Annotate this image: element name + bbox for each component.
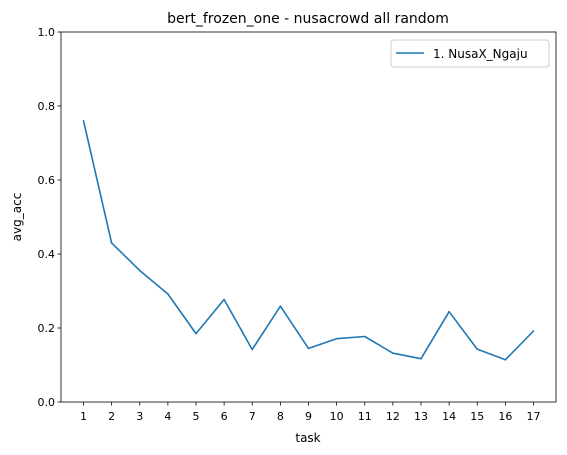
plot-frame [60,31,557,403]
data-point [139,269,141,272]
x-tick-label: 16 [498,410,512,423]
x-tick-label: 14 [442,410,456,423]
y-axis-ticks: 0.0 0.2 0.4 0.6 0.8 1.0 [38,26,61,409]
x-tick-label: 2 [108,410,115,423]
x-tick-label: 13 [414,410,428,423]
y-tick-label: 1.0 [38,26,56,39]
x-tick-label: 10 [330,410,344,423]
x-tick-label: 1 [80,410,87,423]
data-point [476,348,479,350]
data-point [532,330,535,332]
x-axis-label: task [295,431,320,445]
x-tick-label: 3 [136,410,143,423]
data-point [167,293,169,295]
data-point [420,357,422,360]
x-tick-label: 6 [221,410,228,423]
data-point [364,335,366,338]
y-tick-label: 0.2 [38,322,56,335]
x-axis-ticks: 1 2 3 4 5 6 7 8 9 10 11 12 13 14 15 16 17 [80,402,541,423]
y-tick-label: 0.0 [38,396,56,409]
data-point [195,332,197,335]
x-tick-label: 7 [249,410,256,423]
data-point [504,359,507,361]
data-point [448,310,450,313]
legend: 1. NusaX_Ngaju [390,39,550,68]
chart-title: bert_frozen_one - nusacrowd all random [167,11,449,27]
x-tick-label: 5 [193,410,200,423]
data-point [251,348,253,351]
y-tick-label: 0.6 [38,174,56,187]
x-tick-label: 8 [277,410,284,423]
series-line [82,120,535,361]
x-tick-label: 15 [470,410,484,423]
legend-label: 1. NusaX_Ngaju [433,47,528,61]
y-tick-label: 0.4 [38,248,56,261]
legend-box [390,39,550,68]
data-point [110,242,113,244]
x-tick-label: 17 [527,410,541,423]
x-tick-label: 11 [358,410,372,423]
data-point [392,352,394,355]
data-point [82,120,85,122]
data-point [223,298,225,301]
x-tick-label: 12 [386,410,400,423]
data-point [307,347,310,350]
y-axis-label: avg_acc [10,193,24,242]
data-point [279,305,282,308]
y-tick-label: 0.8 [38,100,56,113]
data-point [335,337,338,340]
x-tick-label: 4 [164,410,171,423]
series-layer [82,120,535,361]
x-tick-label: 9 [305,410,312,423]
